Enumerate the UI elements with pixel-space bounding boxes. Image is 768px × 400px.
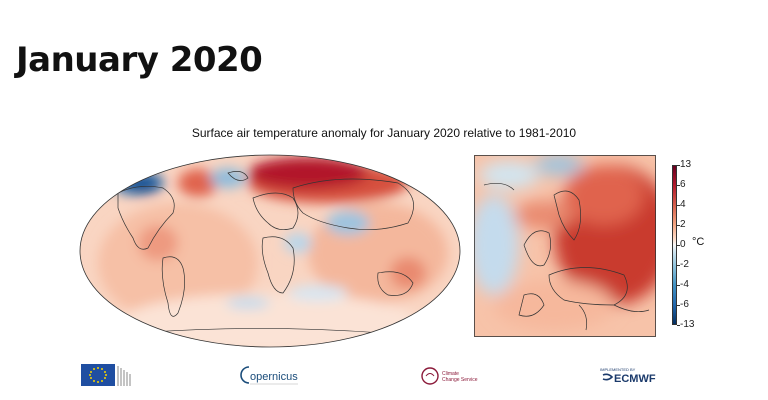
colorbar-tick	[677, 165, 680, 166]
colorbar-label: -6	[680, 299, 689, 310]
colorbar-tick	[677, 185, 680, 186]
colorbar-label: 0	[680, 239, 686, 250]
c3s-wordmark: Climate Change Service	[421, 367, 478, 385]
colorbar-gradient	[672, 165, 677, 325]
colorbar-tick	[677, 285, 680, 286]
svg-text:Climate: Climate	[442, 371, 459, 377]
colorbar-label: 6	[680, 179, 686, 190]
colorbar-label: -13	[680, 319, 695, 330]
page-title: January 2020	[16, 40, 263, 80]
colorbar-tick	[677, 265, 680, 266]
copernicus-logo: opernicus	[240, 360, 302, 392]
global-anomaly-map	[79, 154, 461, 348]
colorbar-tick	[677, 245, 680, 246]
ecmwf-wordmark: IMPLEMENTED BY ECMWF	[600, 367, 656, 385]
copernicus-wordmark: opernicus	[240, 366, 298, 385]
c3s-logo: Climate Change Service	[420, 360, 490, 392]
colorbar-label: 4	[680, 199, 686, 210]
eu-flag-icon	[81, 364, 131, 386]
colorbar-tick	[677, 205, 680, 206]
ecmwf-logo: IMPLEMENTED BY ECMWF	[598, 360, 668, 392]
colorbar-label: 13	[680, 159, 692, 170]
european-commission-logo	[80, 360, 134, 392]
copernicus-word: opernicus	[250, 371, 298, 383]
colorbar-unit: °C	[692, 236, 705, 248]
colorbar-tick	[677, 325, 680, 326]
colorbar-label: 2	[680, 219, 686, 230]
colorbar-tick	[677, 305, 680, 306]
ecmwf-caption: IMPLEMENTED BY	[600, 367, 636, 372]
europe-anomaly-map	[474, 155, 656, 337]
svg-text:Change Service: Change Service	[442, 377, 478, 383]
colorbar-label: -4	[680, 279, 689, 290]
colorbar-tick	[677, 225, 680, 226]
colorbar-label: -2	[680, 259, 689, 270]
colorbar: 13 6 4 2 0 -2 -4 -6 -13 °C	[672, 160, 732, 336]
figure-title: Surface air temperature anomaly for Janu…	[191, 126, 577, 140]
ecmwf-word: ECMWF	[614, 373, 656, 385]
